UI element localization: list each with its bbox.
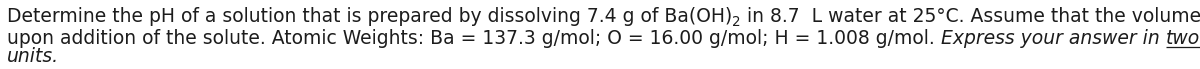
Text: Express your answer in: Express your answer in: [941, 29, 1165, 48]
Text: two: two: [1165, 29, 1200, 48]
Text: units.: units.: [7, 47, 59, 66]
Text: upon addition of the solute. Atomic Weights: Ba = 137.3 g/mol; O = 16.00 g/mol; : upon addition of the solute. Atomic Weig…: [7, 29, 941, 48]
Text: Determine the pH of a solution that is prepared by dissolving 7.4 g of Ba(OH): Determine the pH of a solution that is p…: [7, 7, 732, 26]
Text: 2: 2: [732, 16, 740, 30]
Text: in 8.7  L water at 25°C. Assume that the volume of the solvent does not change: in 8.7 L water at 25°C. Assume that the …: [740, 7, 1200, 26]
